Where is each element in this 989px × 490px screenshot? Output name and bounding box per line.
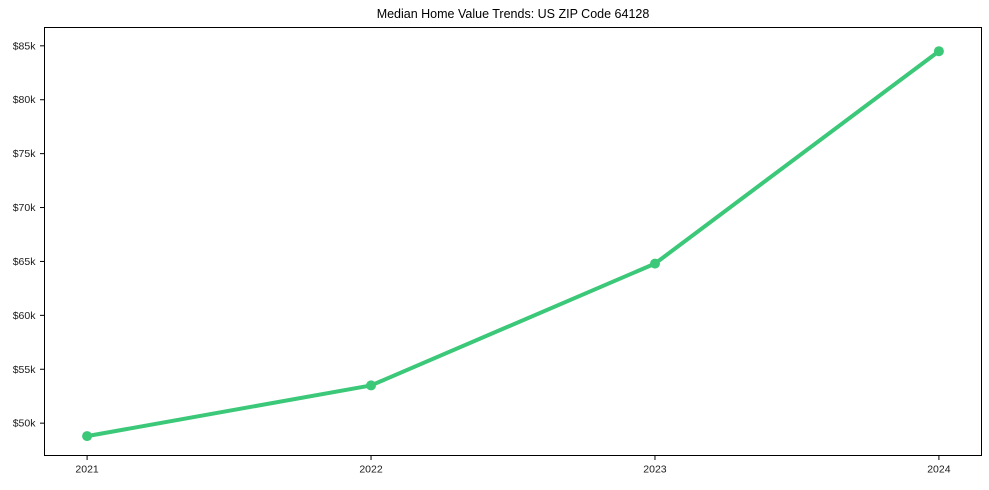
- data-point-marker: [933, 46, 944, 57]
- y-tick-label: $60k: [13, 310, 37, 322]
- y-tick-label: $85k: [13, 40, 37, 52]
- plot-border: [44, 27, 982, 456]
- trend-line: [85, 49, 941, 439]
- data-point-marker: [82, 431, 93, 442]
- y-tick-label: $65k: [13, 256, 37, 268]
- y-tick-label: $55k: [13, 364, 37, 376]
- data-point-marker: [649, 258, 660, 269]
- x-tick-label: 2022: [359, 464, 383, 476]
- y-tick-label: $80k: [13, 94, 37, 106]
- x-tick-label: 2024: [927, 464, 951, 476]
- chart-title: Median Home Value Trends: US ZIP Code 64…: [376, 7, 650, 21]
- y-tick-label: $70k: [13, 202, 37, 214]
- x-tick-label: 2021: [75, 464, 99, 476]
- y-tick-label: $75k: [13, 148, 37, 160]
- y-tick-label: $50k: [13, 418, 37, 430]
- data-point-marker: [366, 380, 377, 391]
- x-tick-label: 2023: [643, 464, 667, 476]
